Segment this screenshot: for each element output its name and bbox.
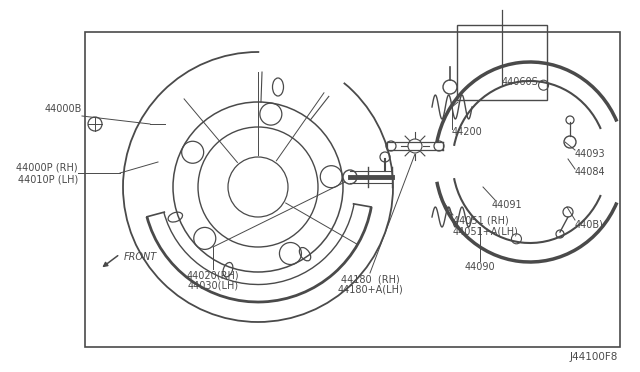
Bar — [457, 25, 547, 100]
Bar — [85, 32, 620, 347]
Text: 44180+A(LH): 44180+A(LH) — [337, 285, 403, 295]
Text: 44030(LH): 44030(LH) — [188, 281, 239, 291]
Text: 44084: 44084 — [575, 167, 605, 177]
Text: FRONT: FRONT — [124, 252, 157, 262]
Text: 44091: 44091 — [492, 200, 523, 210]
Text: 44051+A(LH): 44051+A(LH) — [453, 226, 519, 236]
Text: 44020(RH): 44020(RH) — [187, 270, 239, 280]
Text: 44000B: 44000B — [45, 104, 82, 114]
Text: 44180  (RH): 44180 (RH) — [340, 274, 399, 284]
Text: 44093: 44093 — [575, 149, 605, 159]
Text: 44060S: 44060S — [502, 77, 539, 87]
Text: 44090: 44090 — [465, 262, 495, 272]
Text: J44100F8: J44100F8 — [570, 352, 618, 362]
Text: 440B): 440B) — [575, 219, 604, 229]
Text: 44051 (RH): 44051 (RH) — [453, 215, 509, 225]
Text: 44200: 44200 — [452, 127, 483, 137]
Text: 44000P (RH): 44000P (RH) — [17, 162, 78, 172]
Text: 44010P (LH): 44010P (LH) — [18, 174, 78, 184]
